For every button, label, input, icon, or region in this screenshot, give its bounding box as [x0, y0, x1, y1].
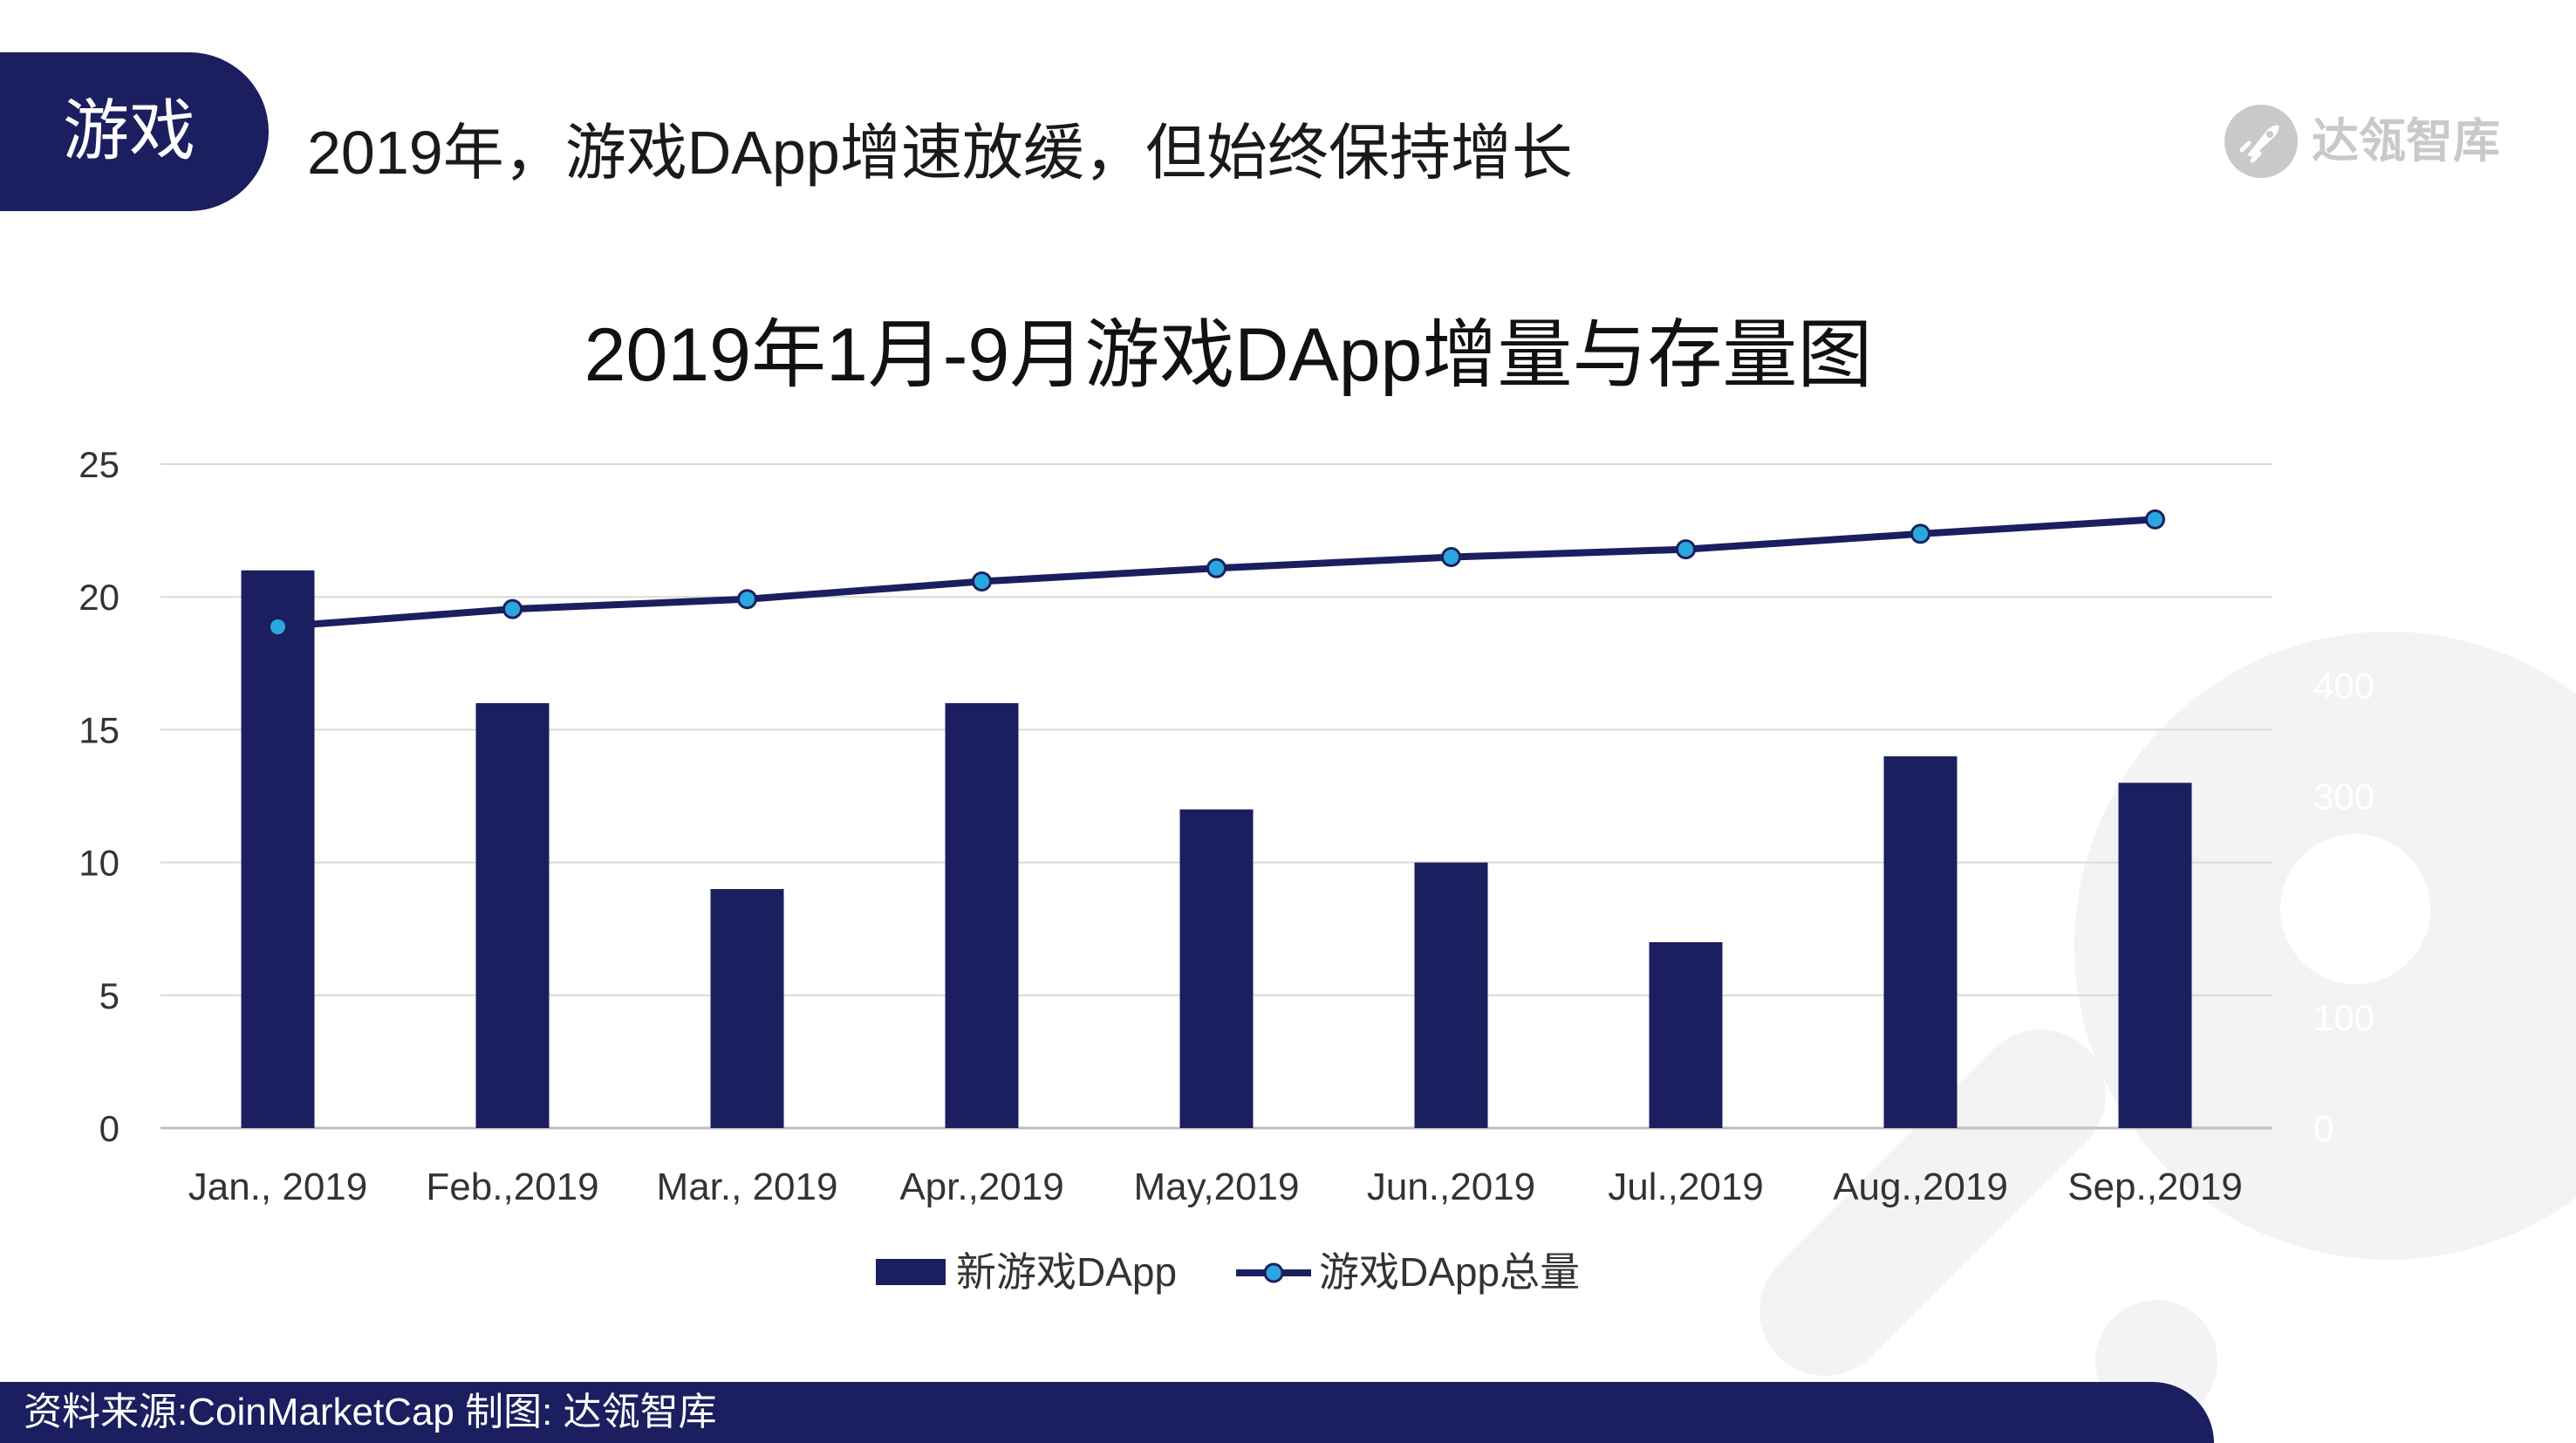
logo-text: 达瓴智库 — [2312, 115, 2500, 168]
y2-tick-label: 0 — [2313, 1108, 2333, 1149]
line-point — [502, 598, 523, 619]
x-tick-label: Jun.,2019 — [1367, 1166, 1535, 1208]
legend-bar-swatch — [876, 1259, 946, 1285]
x-tick-label: Sep.,2019 — [2067, 1166, 2243, 1208]
y-tick-label: 20 — [79, 577, 120, 618]
y2-tick-label: 500 — [2313, 555, 2374, 596]
y-tick-label: 5 — [99, 975, 120, 1016]
bar — [945, 702, 1019, 1128]
y-axis: 0 5 10 15 20 25 — [79, 444, 120, 1149]
rocket-circle-icon — [2224, 105, 2298, 178]
x-tick-label: Mar., 2019 — [657, 1166, 838, 1208]
line-markers — [268, 509, 2165, 637]
y-tick-label: 15 — [79, 709, 120, 750]
brand-logo: 达瓴智库 — [2223, 103, 2500, 180]
section-tab: 游戏 — [0, 52, 269, 211]
y2-tick-label: 300 — [2313, 776, 2374, 817]
legend: 新游戏DApp 游戏DApp总量 — [876, 1249, 1580, 1295]
y2-tick-label: 100 — [2313, 997, 2374, 1038]
line-point — [1206, 557, 1227, 578]
x-tick-label: May,2019 — [1134, 1166, 1300, 1208]
y-tick-label: 25 — [79, 444, 120, 485]
watermark-tail — [1759, 1029, 2106, 1376]
x-axis: Jan., 2019 Feb.,2019 Mar., 2019 Apr.,2019 Ma… — [188, 1166, 2243, 1208]
line-point — [1910, 523, 1930, 544]
line-point — [1676, 539, 1696, 560]
watermark-ring — [2074, 632, 2576, 1260]
bar — [475, 702, 550, 1128]
legend-line-marker — [1263, 1262, 1284, 1283]
bar — [1414, 862, 1488, 1128]
line-point — [268, 616, 288, 637]
section-tab-label: 游戏 — [63, 94, 195, 168]
x-tick-label: Aug.,2019 — [1833, 1166, 2008, 1208]
bar — [241, 570, 315, 1128]
source-footer: 资料来源:CoinMarketCap 制图: 达瓴智库 — [0, 1382, 2214, 1443]
y2-tick-label: 600 — [2313, 444, 2374, 485]
x-tick-label: Jul.,2019 — [1608, 1166, 1764, 1208]
secondary-y-axis: 0 100 200 300 400 500 600 — [2313, 444, 2374, 1149]
y-tick-label: 0 — [99, 1108, 120, 1149]
x-tick-label: Apr.,2019 — [899, 1166, 1063, 1208]
legend-bar-label: 新游戏DApp — [956, 1249, 1177, 1295]
bar-series — [241, 570, 2192, 1128]
y2-tick-label: 200 — [2313, 886, 2374, 927]
y-tick-label: 10 — [79, 843, 120, 884]
y2-tick-label: 400 — [2313, 666, 2374, 707]
line-point — [737, 589, 757, 610]
x-tick-label: Feb.,2019 — [426, 1166, 598, 1208]
bar — [710, 889, 784, 1128]
chart-title: 2019年1月-9月游戏DApp增量与存量图 — [584, 313, 1873, 397]
line-point — [2145, 509, 2165, 530]
logo-watermark — [1759, 632, 2576, 1422]
legend-line-label: 游戏DApp总量 — [1319, 1249, 1580, 1295]
bar — [1883, 756, 1958, 1128]
source-note: 资料来源:CoinMarketCap 制图: 达瓴智库 — [24, 1391, 717, 1433]
bar — [1649, 941, 1723, 1128]
slide-headline: 2019年，游戏DApp增速放缓，但始终保持增长 — [307, 119, 1573, 187]
bar — [1179, 809, 1254, 1128]
bar — [2118, 783, 2192, 1128]
x-tick-label: Jan., 2019 — [188, 1166, 368, 1208]
line-point — [972, 571, 992, 592]
line-point — [1441, 547, 1461, 568]
